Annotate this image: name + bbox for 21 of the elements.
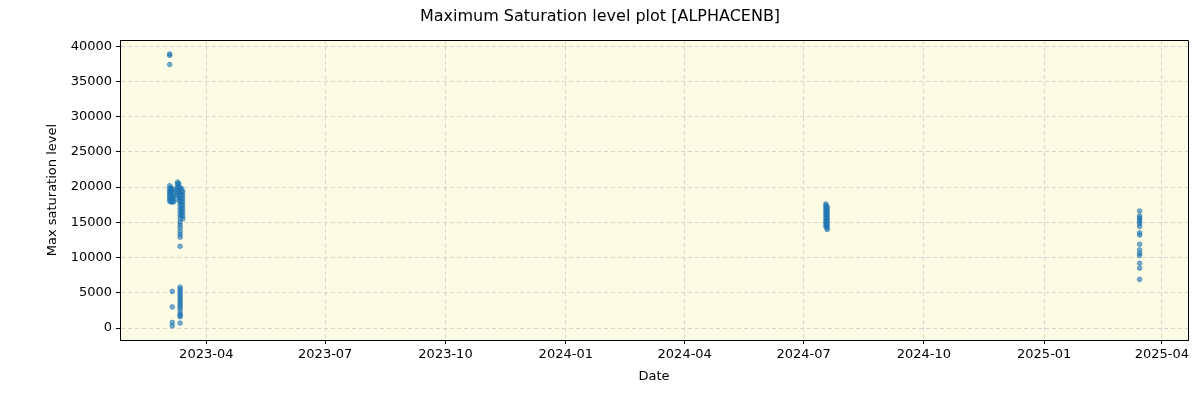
y-tick-label: 20000 (70, 178, 112, 194)
x-tick-label: 2023-04 (179, 346, 234, 362)
y-tick-label: 5000 (78, 284, 112, 300)
x-tick-label: 2024-10 (896, 346, 952, 362)
y-tick-label: 35000 (70, 72, 112, 88)
x-tick-label: 2024-01 (538, 346, 593, 362)
x-tick-label: 2024-07 (776, 346, 831, 362)
x-tick-label: 2023-07 (298, 346, 353, 362)
y-tick-label: 10000 (70, 248, 112, 264)
y-tick-label: 15000 (70, 213, 112, 229)
x-tick-label: 2023-10 (418, 346, 473, 362)
x-tick-label: 2025-01 (1017, 346, 1072, 362)
x-tick-label: 2025-04 (1134, 346, 1190, 362)
chart-title: Maximum Saturation level plot [ALPHACENB] (419, 5, 781, 25)
y-tick-label: 0 (103, 319, 112, 335)
y-axis-title: Max saturation level (44, 123, 60, 257)
x-tick-label: 2024-04 (657, 346, 712, 362)
y-tick-label: 40000 (70, 37, 112, 53)
y-tick-label: 30000 (70, 108, 112, 124)
y-tick-label: 25000 (70, 143, 112, 159)
x-axis-title: Date (638, 367, 670, 383)
